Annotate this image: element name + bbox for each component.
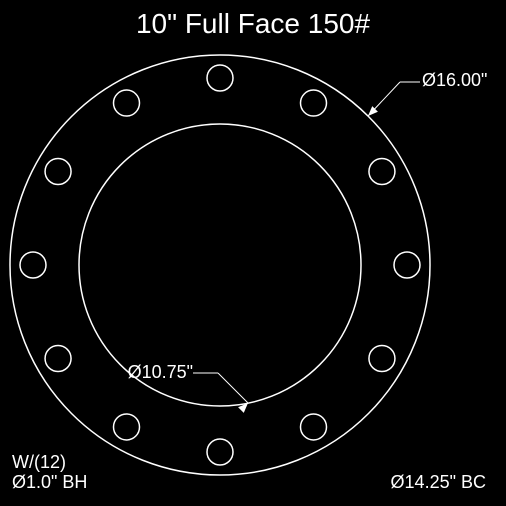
bolt-hole bbox=[394, 252, 420, 278]
bolt-hole bbox=[114, 90, 140, 116]
bolt-hole bbox=[301, 414, 327, 440]
outer-circle bbox=[10, 55, 430, 475]
bolt-hole bbox=[45, 159, 71, 185]
bolt-hole bbox=[207, 439, 233, 465]
bolt-hole bbox=[207, 65, 233, 91]
inner-circle bbox=[79, 124, 361, 406]
diagram-canvas: 10" Full Face 150# Ø16.00" Ø10.75" Ø14.2… bbox=[0, 0, 506, 506]
bolt-hole bbox=[301, 90, 327, 116]
bolt-count-label: W/(12) bbox=[12, 452, 66, 473]
bolt-hole-label: Ø1.0" BH bbox=[12, 472, 87, 493]
bolt-hole bbox=[369, 346, 395, 372]
bolt-circle-label: Ø14.25" BC bbox=[391, 472, 486, 493]
bolt-hole bbox=[369, 159, 395, 185]
bolt-hole bbox=[45, 346, 71, 372]
outer-diameter-label: Ø16.00" bbox=[422, 70, 487, 91]
bolt-hole bbox=[114, 414, 140, 440]
bolt-hole bbox=[20, 252, 46, 278]
inner-diameter-label: Ø10.75" bbox=[128, 362, 193, 383]
